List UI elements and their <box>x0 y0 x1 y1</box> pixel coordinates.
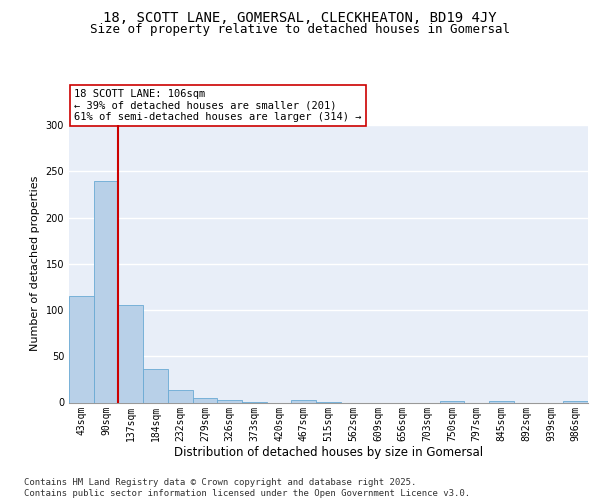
Bar <box>563 400 588 402</box>
Bar <box>143 369 168 402</box>
Bar <box>489 400 514 402</box>
Text: Size of property relative to detached houses in Gomersal: Size of property relative to detached ho… <box>90 22 510 36</box>
Text: 18, SCOTT LANE, GOMERSAL, CLECKHEATON, BD19 4JY: 18, SCOTT LANE, GOMERSAL, CLECKHEATON, B… <box>103 11 497 25</box>
Bar <box>440 400 464 402</box>
Bar <box>217 400 242 402</box>
Bar <box>292 400 316 402</box>
Bar <box>168 390 193 402</box>
Text: 18 SCOTT LANE: 106sqm
← 39% of detached houses are smaller (201)
61% of semi-det: 18 SCOTT LANE: 106sqm ← 39% of detached … <box>74 89 362 122</box>
Bar <box>118 306 143 402</box>
Text: Contains HM Land Registry data © Crown copyright and database right 2025.
Contai: Contains HM Land Registry data © Crown c… <box>24 478 470 498</box>
Bar <box>69 296 94 403</box>
Y-axis label: Number of detached properties: Number of detached properties <box>30 176 40 352</box>
Bar <box>193 398 217 402</box>
Bar <box>94 182 118 402</box>
X-axis label: Distribution of detached houses by size in Gomersal: Distribution of detached houses by size … <box>174 446 483 459</box>
